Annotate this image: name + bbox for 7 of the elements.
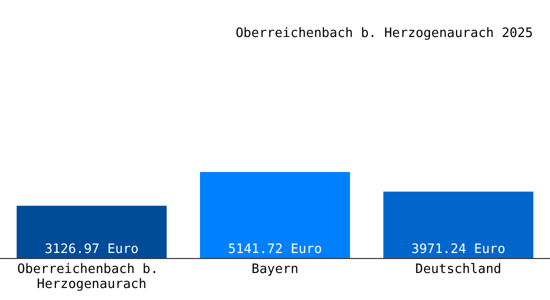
x-tick-label: Oberreichenbach b. Herzogenaurach	[17, 262, 166, 292]
x-tick-label: Deutschland	[415, 262, 502, 277]
chart-title: Oberreichenbach b. Herzogenaurach 2025	[236, 26, 534, 41]
x-tick-label: Bayern	[252, 262, 298, 277]
data-label: 3126.97 Euro	[44, 242, 139, 257]
data-label: 5141.72 Euro	[228, 242, 322, 257]
data-label: 3971.24 Euro	[411, 242, 506, 257]
